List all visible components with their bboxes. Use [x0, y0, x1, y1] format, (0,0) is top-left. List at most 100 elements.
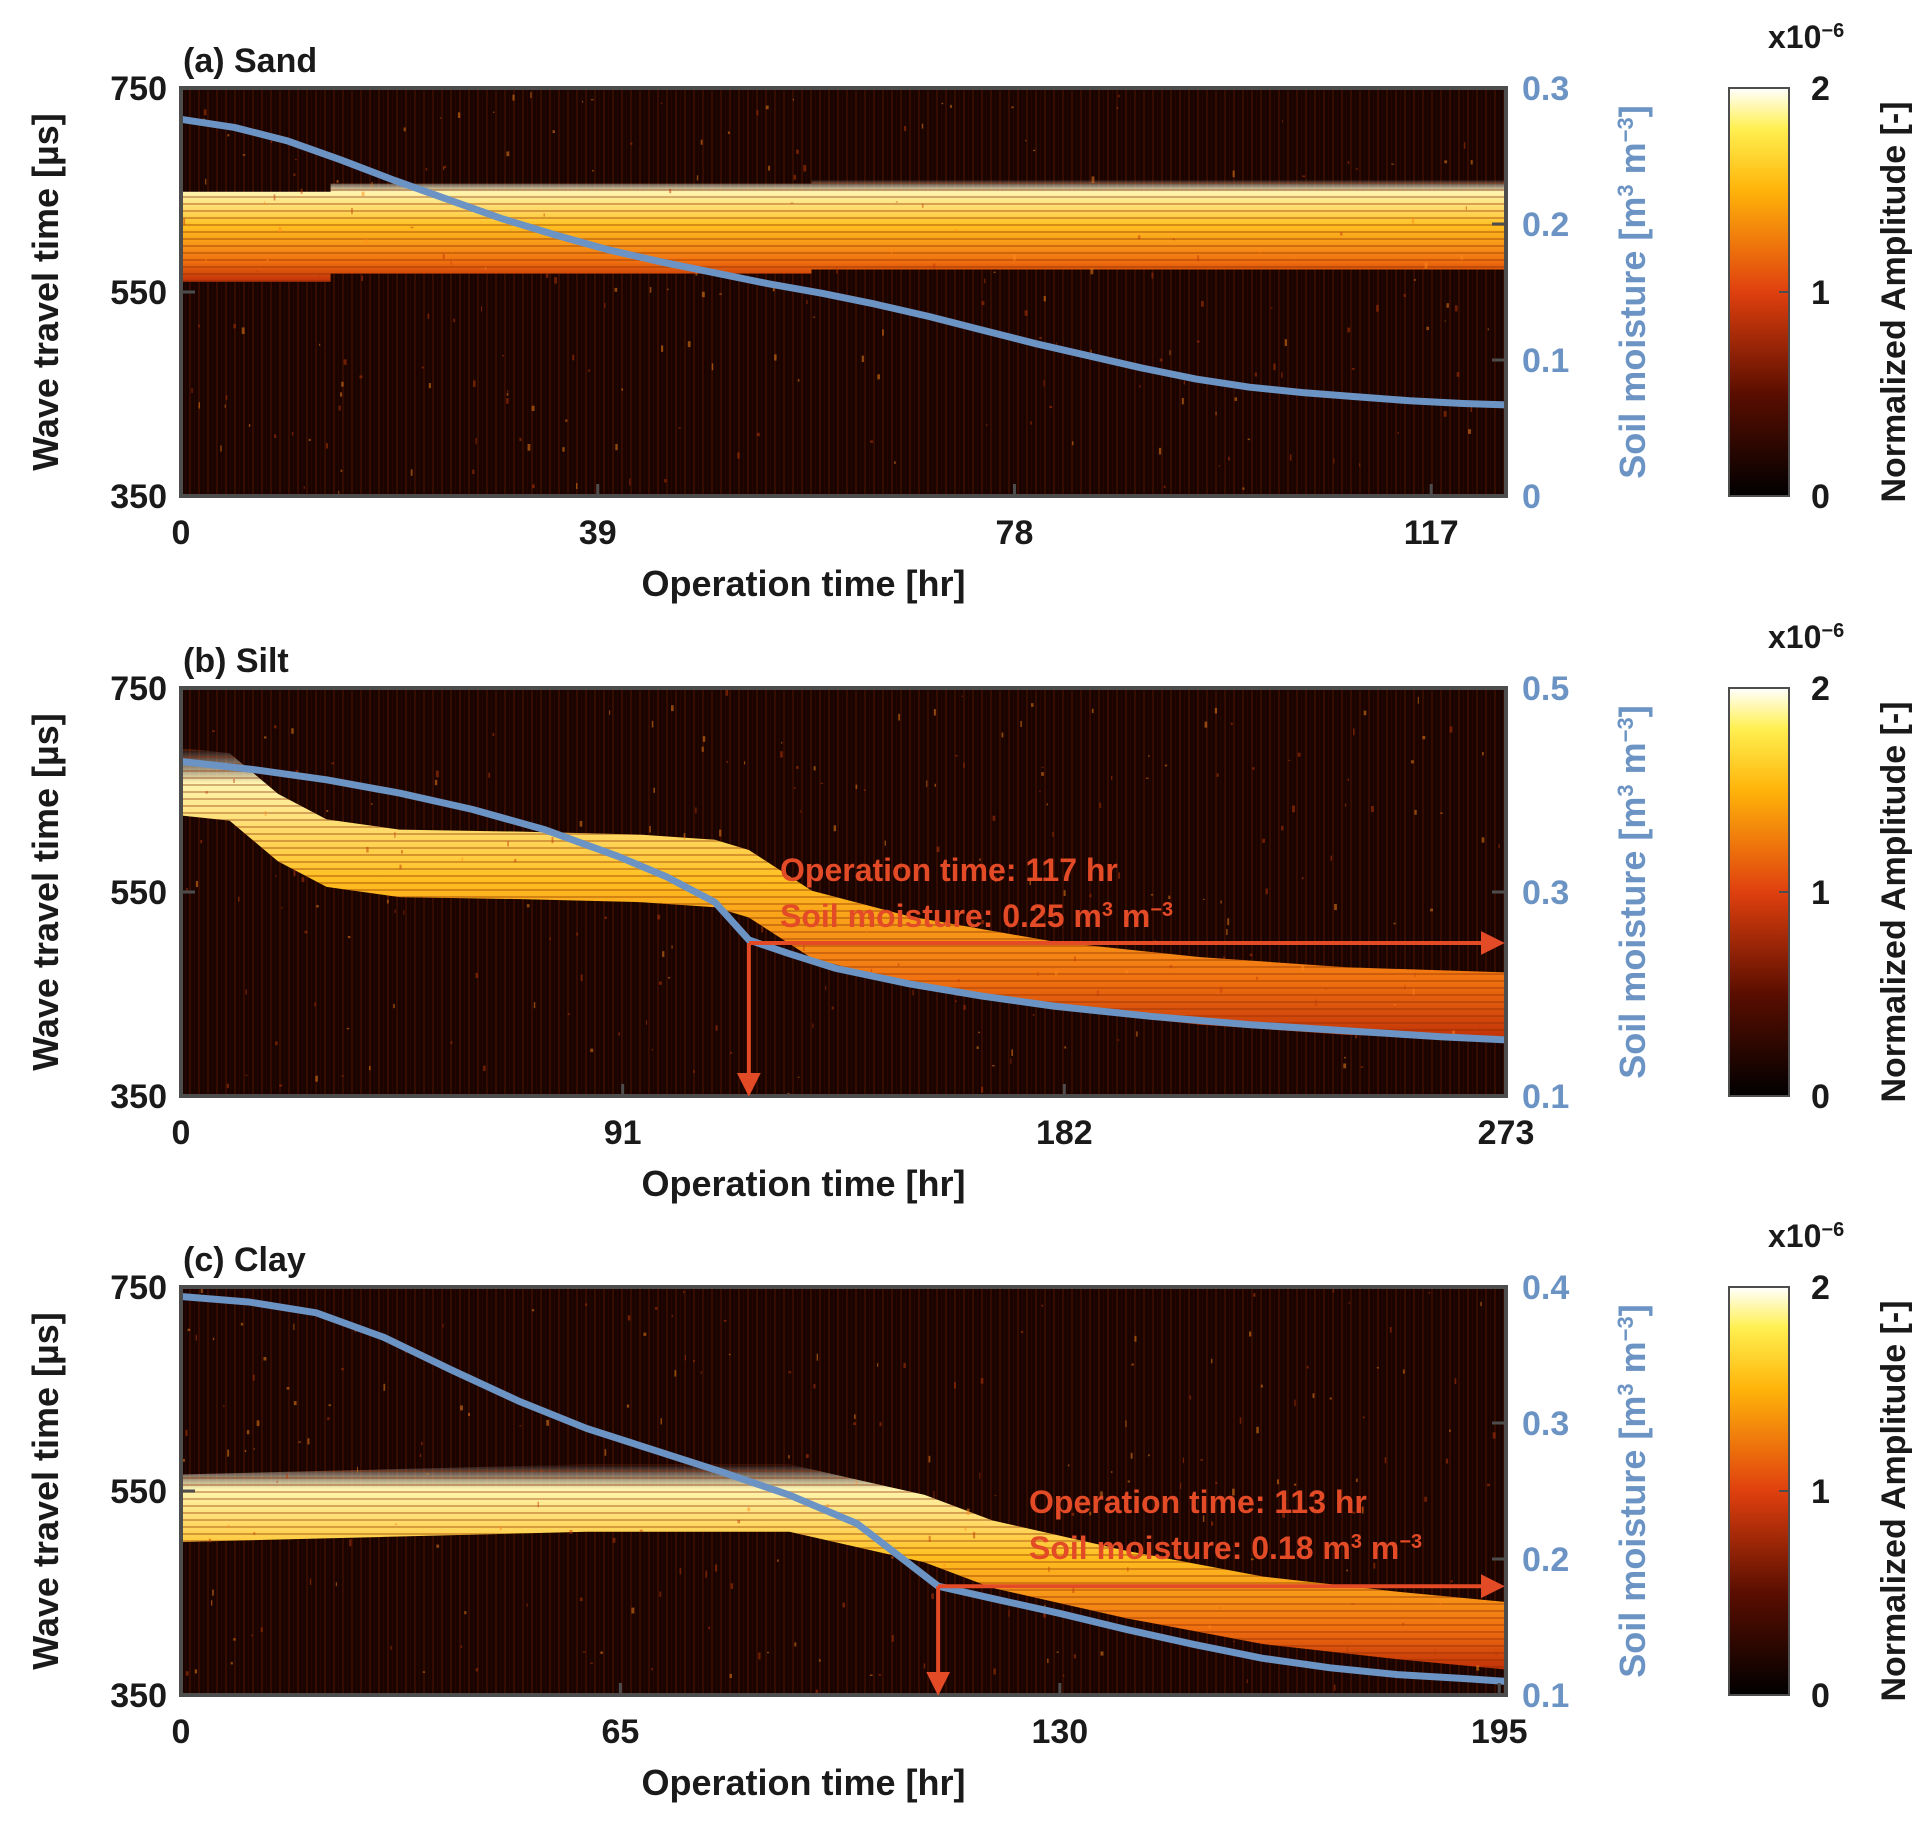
- heatmap-speckle: [855, 1481, 858, 1485]
- heatmap-speckle: [200, 839, 203, 844]
- heatmap-speckle: [957, 979, 960, 983]
- heatmap-speckle: [816, 1353, 819, 1361]
- heatmap-speckle: [1025, 139, 1027, 142]
- heatmap-speckle: [273, 194, 276, 201]
- heatmap-speckle: [394, 832, 396, 838]
- y-tick-label: 750: [110, 70, 167, 108]
- heatmap-speckle: [1226, 928, 1228, 936]
- x-axis-label: Operation time [hr]: [641, 1762, 965, 1803]
- heatmap-speckle: [1281, 825, 1284, 831]
- heatmap-speckle: [928, 1455, 931, 1463]
- heatmap-speckle: [1487, 1483, 1491, 1487]
- heatmap-speckle: [293, 173, 296, 177]
- heatmap-speckle: [774, 354, 777, 361]
- colorbar-label: Normalized Amplitude [-]: [1875, 1300, 1913, 1701]
- heatmap-speckle: [1301, 877, 1304, 880]
- heatmap-speckle: [554, 277, 557, 284]
- heatmap-speckle: [933, 709, 936, 716]
- heatmap-speckle: [251, 1634, 253, 1637]
- heatmap-speckle: [894, 461, 896, 465]
- heatmap-speckle: [301, 877, 305, 883]
- heatmap-speckle: [531, 484, 535, 489]
- heatmap-speckle: [361, 191, 365, 196]
- heatmap-speckle: [781, 741, 783, 744]
- heatmap-speckle: [1403, 294, 1406, 298]
- heatmap-speckle: [1370, 805, 1374, 813]
- heatmap-speckle: [1169, 350, 1171, 356]
- heatmap-speckle: [921, 123, 924, 129]
- heatmap-speckle: [410, 226, 414, 229]
- heatmap-speckle: [198, 324, 200, 328]
- heatmap-speckle: [984, 278, 986, 284]
- heatmap-speckle: [725, 688, 729, 696]
- heatmap-speckle: [1463, 142, 1466, 149]
- heatmap-speckle: [293, 1401, 297, 1406]
- heatmap-speckle: [1480, 1301, 1482, 1307]
- y2-tick-label: 0.1: [1522, 1078, 1569, 1116]
- heatmap-speckle: [695, 269, 698, 276]
- heatmap-speckle: [303, 486, 305, 489]
- heatmap-speckle: [1465, 206, 1467, 211]
- y2-tick-label: 0.5: [1522, 670, 1569, 708]
- heatmap-speckle: [1450, 1580, 1453, 1583]
- heatmap-speckle: [831, 1006, 834, 1010]
- heatmap-speckle: [1389, 1326, 1392, 1333]
- heatmap-speckle: [1329, 1397, 1332, 1400]
- heatmap-speckle: [1163, 485, 1166, 489]
- heatmap-speckle: [1347, 160, 1350, 164]
- heatmap-speckle: [978, 1031, 981, 1034]
- heatmap-speckle: [1232, 1488, 1235, 1496]
- heatmap-speckle: [224, 404, 226, 408]
- heatmap-speckle: [882, 329, 884, 336]
- heatmap-speckle: [863, 789, 866, 791]
- heatmap-speckle: [246, 1430, 250, 1435]
- heatmap-speckle: [314, 1002, 316, 1007]
- heatmap-speckle: [678, 427, 681, 429]
- heatmap-speckle: [950, 104, 952, 108]
- heatmap-speckle: [899, 863, 903, 870]
- heatmap-speckle: [1172, 238, 1175, 241]
- heatmap-speckle: [1454, 1378, 1457, 1385]
- heatmap-speckle: [870, 968, 873, 973]
- heatmap-speckle: [1254, 372, 1257, 377]
- heatmap-speckle: [519, 1425, 522, 1427]
- heatmap-speckle: [1168, 895, 1171, 899]
- heatmap-speckle: [972, 1531, 976, 1539]
- heatmap-speckle: [761, 926, 764, 933]
- heatmap-speckle: [562, 447, 565, 452]
- heatmap-speckle: [480, 306, 483, 312]
- heatmap-speckle: [185, 1429, 188, 1437]
- heatmap-speckle: [813, 316, 815, 318]
- y-tick-label: 550: [110, 1473, 167, 1511]
- heatmap-speckle: [794, 1642, 797, 1647]
- heatmap-speckle: [1352, 728, 1355, 736]
- heatmap-speckle: [242, 154, 246, 156]
- heatmap-speckle: [208, 1538, 211, 1543]
- heatmap-speckle: [1250, 1558, 1254, 1561]
- heatmap-speckle: [1440, 812, 1443, 815]
- heatmap-speckle: [493, 111, 495, 113]
- heatmap-speckle: [796, 765, 799, 769]
- heatmap-speckle: [526, 1603, 528, 1607]
- heatmap-speckle: [1043, 380, 1045, 387]
- heatmap-speckle: [1063, 890, 1066, 897]
- heatmap-speckle: [270, 140, 273, 144]
- heatmap-speckle: [1312, 1393, 1315, 1399]
- heatmap-speckle: [533, 1002, 536, 1009]
- heatmap-speckle: [1374, 1550, 1377, 1557]
- heatmap-speckle: [626, 1404, 630, 1408]
- heatmap-speckle: [1359, 463, 1361, 467]
- heatmap-speckle: [1426, 326, 1429, 331]
- heatmap-speckle: [714, 1564, 718, 1572]
- heatmap-speckle: [1200, 1459, 1204, 1461]
- heatmap-speckle: [966, 1508, 970, 1515]
- heatmap-speckle: [1203, 898, 1205, 900]
- heatmap-speckle: [256, 1420, 260, 1427]
- heatmap-speckle: [253, 1532, 256, 1536]
- heatmap-speckle: [461, 856, 464, 862]
- heatmap-speckle: [1347, 327, 1351, 333]
- heatmap-speckle: [1256, 976, 1259, 980]
- heatmap-speckle: [1011, 1049, 1014, 1056]
- heatmap-speckle: [1362, 1416, 1365, 1419]
- panel-2: 350 550 750 0.1 0.3 0.5 0 91 182 273 (b) Silt Opera…: [25, 619, 1913, 1204]
